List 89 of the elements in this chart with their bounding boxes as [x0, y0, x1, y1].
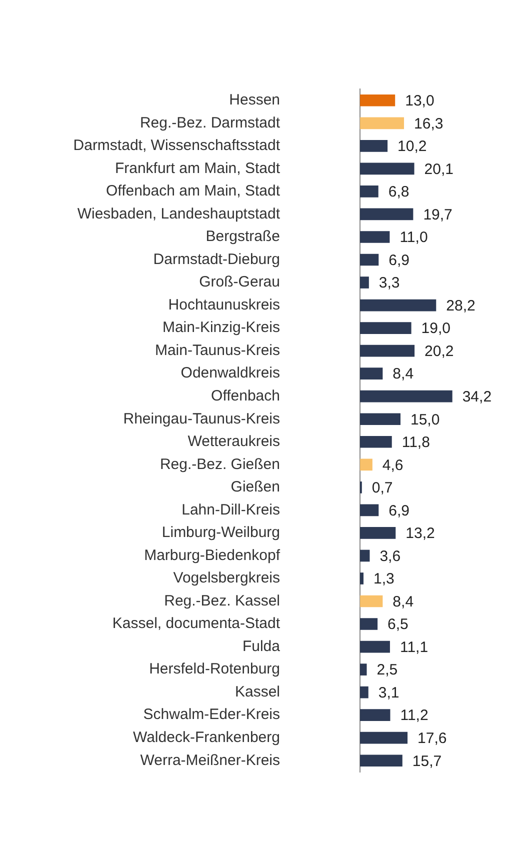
data-label: 0,7 [372, 480, 393, 497]
y-tick-label: Frankfurt am Main, Stadt [114, 160, 281, 177]
data-label: 11,2 [400, 707, 428, 724]
bar [360, 686, 368, 698]
bar [360, 436, 392, 448]
data-label: 13,2 [406, 525, 435, 542]
bar [360, 664, 367, 676]
data-label: 6,8 [388, 184, 410, 201]
y-tick-label: Hersfeld-Rotenburg [149, 660, 280, 678]
data-label: 17,6 [418, 730, 447, 747]
data-label: 11,1 [400, 638, 428, 656]
y-tick-label: Marburg-Biedenkopf [144, 546, 281, 564]
y-tick-label: Darmstadt-Dieburg [153, 250, 280, 268]
bar [360, 208, 414, 220]
data-label: 1,3 [374, 570, 394, 588]
y-tick-label: Hessen [229, 92, 280, 109]
data-label: 16,3 [414, 115, 444, 132]
bar [360, 186, 378, 198]
data-label: 20,1 [424, 160, 454, 178]
bar [360, 527, 396, 539]
data-label: 15,0 [410, 411, 440, 428]
y-tick-label: Reg.-Bez. Kassel [164, 592, 280, 610]
data-label: 8,4 [392, 593, 414, 610]
bar [360, 162, 414, 175]
bar [360, 344, 415, 357]
bar [360, 254, 379, 266]
y-tick-label: Schwalm-Eder-Kreis [143, 706, 280, 724]
data-label: 15,7 [412, 752, 442, 770]
y-tick-label: Lahn-Dill-Kreis [182, 501, 280, 518]
bar [360, 595, 383, 608]
y-tick-label: Groß-Gerau [199, 274, 280, 291]
y-tick-label: Vogelsbergkreis [173, 570, 280, 587]
data-label: 6,9 [388, 252, 410, 269]
bar [360, 572, 364, 584]
bar [360, 390, 452, 402]
y-tick-label: Werra-Meißner-Kreis [140, 752, 280, 769]
bar [360, 754, 402, 767]
data-label: 6,5 [388, 616, 408, 634]
bar [360, 732, 408, 744]
y-tick-label: Rheingau-Taunus-Kreis [123, 410, 280, 428]
y-tick-label: Gießen [230, 478, 280, 496]
data-label: 2,5 [376, 662, 398, 679]
y-tick-label: Bergstraße [206, 228, 280, 246]
bar [360, 413, 400, 426]
y-tick-label: Offenbach [211, 387, 280, 404]
bar [360, 140, 388, 152]
data-label: 6,9 [388, 502, 410, 520]
data-label: 3,1 [378, 684, 400, 702]
y-tick-label: Limburg-Weilburg [162, 524, 280, 542]
y-tick-label: Kassel [234, 683, 280, 700]
data-label: 3,6 [380, 548, 401, 565]
bar [360, 322, 412, 334]
y-tick-label: Reg.-Bez. Darmstadt [140, 114, 281, 132]
y-tick-label: Waldeck-Frankenberg [132, 728, 280, 746]
y-tick-label: Hochtaunuskreis [168, 296, 280, 314]
data-label: 3,3 [378, 274, 400, 292]
bar [360, 504, 379, 516]
y-tick-label: Wetteraukreis [188, 433, 280, 450]
bar [360, 231, 390, 243]
y-tick-label: Main-Kinzig-Kreis [162, 319, 280, 336]
bar [360, 709, 390, 722]
data-label: 10,2 [398, 138, 427, 156]
bar [360, 117, 404, 130]
data-label: 34,2 [462, 388, 492, 406]
y-tick-label: Darmstadt, Wissenschaftsstadt [73, 137, 281, 154]
data-label: 19,7 [423, 206, 452, 224]
data-label: 28,2 [446, 297, 476, 314]
bar [360, 458, 372, 471]
data-label: 11,8 [402, 434, 430, 452]
data-label: 20,2 [424, 342, 454, 360]
bar [360, 640, 390, 653]
bar [360, 299, 436, 312]
bar [360, 368, 383, 380]
y-tick-label: Reg.-Bez. Gießen [160, 456, 280, 473]
y-tick-label: Main-Taunus-Kreis [154, 342, 280, 359]
data-label: 4,6 [382, 456, 404, 474]
data-label: 13,0 [405, 92, 434, 110]
bar [360, 276, 369, 288]
y-tick-label: Kassel, documenta-Stadt [112, 615, 281, 632]
y-tick-label: Offenbach am Main, Stadt [106, 182, 281, 200]
y-tick-label: Odenwaldkreis [180, 364, 280, 382]
y-tick-label: Fulda [242, 638, 281, 655]
data-label: 11,0 [400, 229, 428, 246]
bar [360, 94, 396, 106]
data-label: 8,4 [392, 366, 414, 383]
data-label: 19,0 [421, 320, 451, 338]
bar [360, 618, 378, 630]
bar [360, 550, 370, 562]
y-tick-label: Wiesbaden, Landeshauptstadt [77, 205, 281, 222]
